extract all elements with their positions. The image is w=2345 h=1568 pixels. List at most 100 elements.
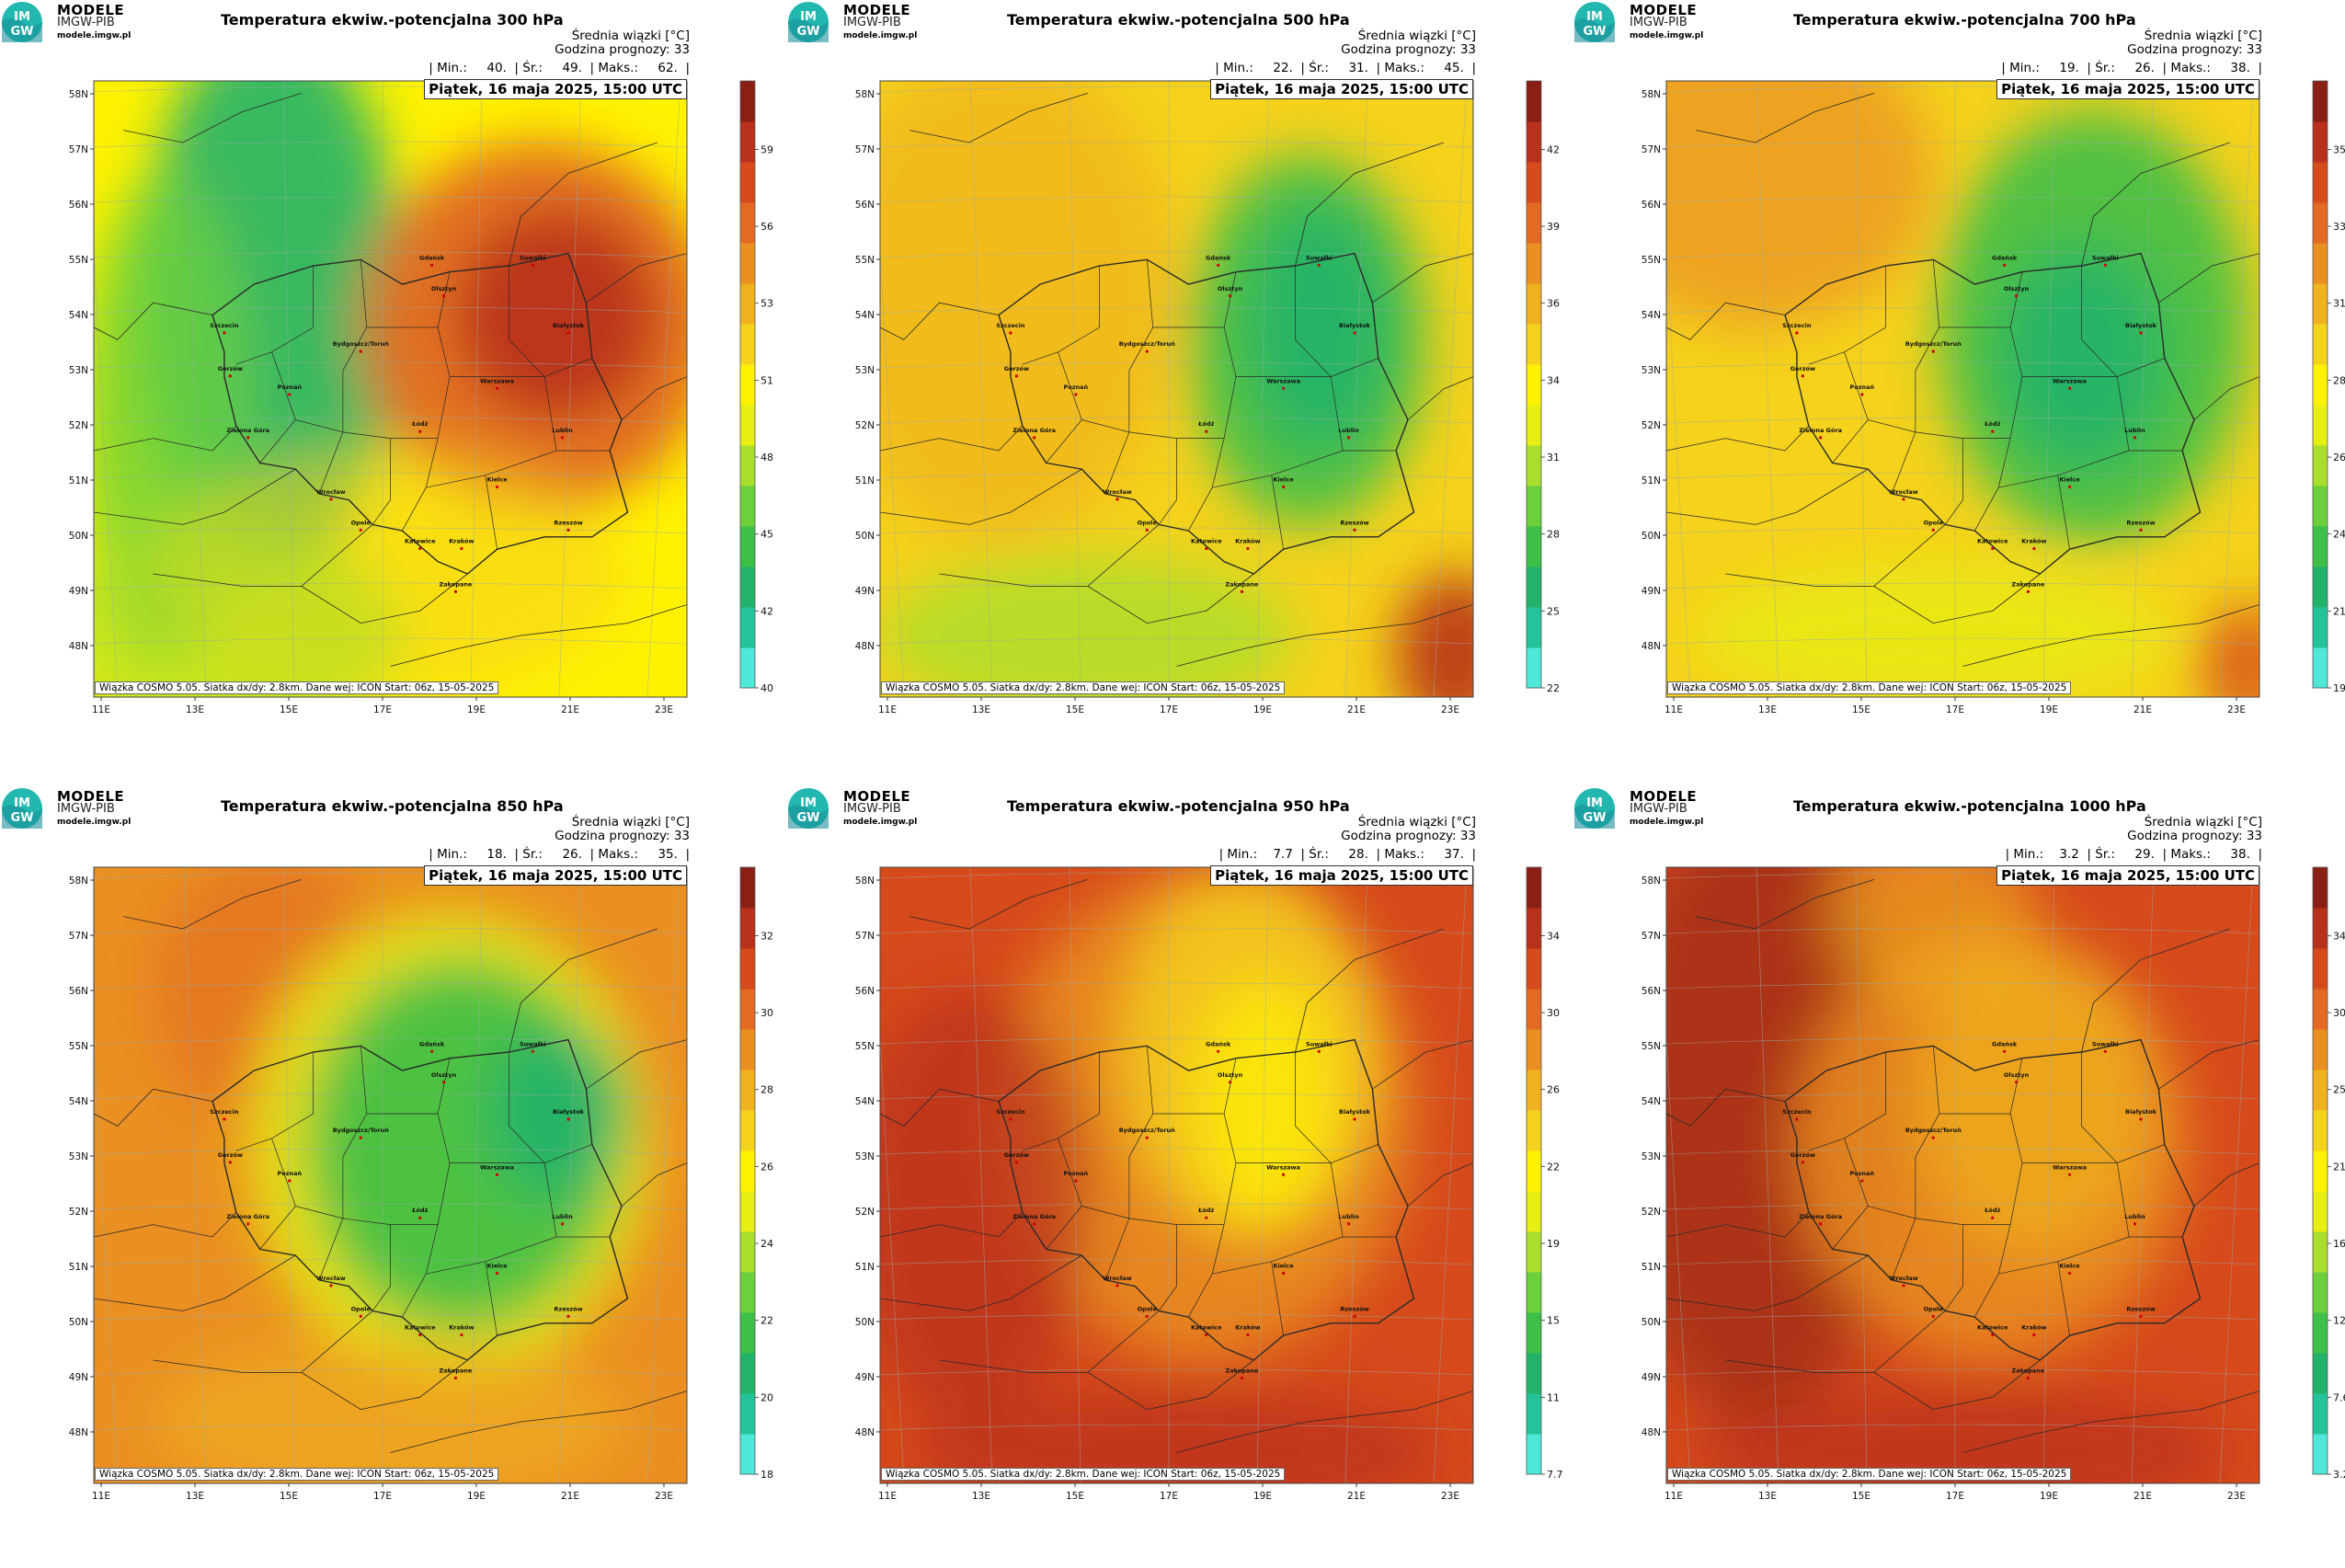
city-dot: [453, 589, 458, 594]
city-label: Lublin: [2124, 427, 2145, 434]
city-label: Zakopane: [440, 1367, 473, 1374]
cities: Gdańsk Olsztyn Suwałki Szczecin Białystok Byd…: [1782, 1040, 2157, 1379]
panel-title: Temperatura ekwiw.-potencjalna 1000 hPa: [1793, 797, 2146, 815]
city-dot: [2068, 1173, 2072, 1176]
city-dot: [2139, 528, 2143, 532]
lat-label: 49N: [1642, 1372, 1661, 1383]
borders: [880, 879, 1473, 1453]
ensemble-info: Średnia wiązki [°C] Godzina prognozy: 33: [2127, 29, 2262, 57]
lat-lon-grid: [1666, 81, 2259, 697]
colorbar-segment: [2313, 162, 2328, 183]
lat-label: 58N: [855, 89, 875, 100]
city-dot: [1074, 1179, 1078, 1183]
city-label: Gorzów: [1790, 1151, 1815, 1159]
colorbar-segment: [2313, 142, 2328, 163]
colorbar-segment: [1527, 243, 1541, 264]
colorbar-segment: [1527, 1211, 1541, 1232]
city-dot: [1205, 1216, 1208, 1219]
colorbar-segment: [2313, 1333, 2328, 1354]
ensemble-mean-label: Średnia wiązki [°C]: [571, 29, 690, 43]
colorbar-label: 28: [761, 1084, 773, 1096]
lon-label: 13E: [972, 1491, 990, 1502]
poland-border: [998, 1038, 1415, 1361]
city-dot: [1991, 1216, 1995, 1219]
lat-label: 48N: [69, 641, 88, 652]
colorbar-label: 42: [761, 605, 773, 617]
colorbar-segment: [1527, 928, 1541, 949]
forecast-hour-label: Godzina prognozy: 33: [1341, 829, 1476, 843]
colorbar-segment: [1527, 364, 1541, 385]
colorbar-segment: [740, 405, 755, 426]
ensemble-info: Średnia wiązki [°C] Godzina prognozy: 33: [555, 29, 690, 57]
colorbar-segment: [740, 1454, 755, 1475]
city-label: Poznań: [1850, 383, 1875, 391]
colorbar-segment: [740, 182, 755, 203]
city-dot: [2014, 1081, 2019, 1084]
lat-label: 51N: [855, 475, 875, 486]
city-label: Zakopane: [440, 580, 473, 588]
city-label: Gdańsk: [419, 1040, 445, 1047]
colorbar-segment: [2313, 1171, 2328, 1192]
lat-label: 58N: [855, 876, 875, 887]
colorbar-segment: [2313, 546, 2328, 567]
city-dot: [228, 1161, 232, 1164]
map-frame: [879, 80, 1474, 698]
city-dot: [1801, 374, 1804, 378]
colorbar-label: 53: [761, 298, 773, 310]
temperature-field: Gdańsk Olsztyn Suwałki Szczecin Białystok Byd…: [94, 867, 687, 1483]
colorbar-segment: [1527, 1434, 1541, 1455]
city-label: Rzeszów: [1340, 1305, 1368, 1312]
ensemble-mean-label: Średnia wiązki [°C]: [2144, 815, 2262, 830]
city-dot: [496, 1271, 499, 1276]
colorbar-segment: [740, 989, 755, 1010]
city-label: Katowice: [405, 538, 436, 545]
city-dot: [1246, 1333, 1250, 1337]
city-label: Opole: [1924, 519, 1944, 526]
panel-850hpa: IM GW MODELE IMGW-PIB modele.imgw.pl Temperat…: [0, 786, 782, 1568]
colorbar-label: 34: [1547, 374, 1560, 386]
colorbar-segment: [1527, 101, 1541, 122]
imgw-logo-icon: IMGW: [2, 2, 42, 42]
colorbar-segment: [1527, 607, 1541, 628]
colorbar-segment: [740, 303, 755, 325]
lon-label: 21E: [1347, 704, 1366, 715]
colorbar-label: 33: [2333, 221, 2345, 233]
colorbar-segment: [2313, 1454, 2328, 1475]
colorbar-segment: [1527, 989, 1541, 1010]
colorbar-segment: [740, 647, 755, 669]
lon-label: 11E: [1664, 1491, 1683, 1502]
city-dot: [460, 1333, 463, 1337]
colorbar-segment: [2313, 1353, 2328, 1374]
city-label: Gdańsk: [419, 254, 445, 261]
lat-label: 50N: [1642, 1317, 1661, 1328]
city-label: Warszawa: [2053, 377, 2087, 384]
city-label: Bydgoszcz/Toruń: [333, 340, 389, 348]
temperature-field: Gdańsk Olsztyn Suwałki Szczecin Białystok Byd…: [880, 81, 1473, 697]
colorbar-segment: [2313, 526, 2328, 547]
colorbar-segment: [2313, 627, 2328, 648]
city-label: Kraków: [449, 1324, 474, 1332]
city-dot: [430, 1049, 434, 1053]
city-label: Kraków: [2021, 538, 2046, 545]
colorbar-label: 24: [761, 1238, 773, 1250]
colorbar-segment: [1527, 506, 1541, 527]
colorbar-segment: [740, 867, 755, 888]
colorbar-segment: [740, 344, 755, 365]
ensemble-mean-label: Średnia wiązki [°C]: [571, 815, 690, 830]
colorbar-segment: [740, 364, 755, 385]
colorbar-segment: [1527, 1029, 1541, 1050]
colorbar-segment: [2313, 1090, 2328, 1111]
logo-sub: IMGW-PIB: [1630, 16, 1687, 29]
city-label: Gorzów: [1004, 365, 1029, 372]
city-dot: [2068, 386, 2072, 390]
colorbar-label: 3.2: [2333, 1469, 2345, 1481]
lat-label: 49N: [1642, 586, 1661, 597]
ensemble-mean-label: Średnia wiązki [°C]: [1357, 815, 1476, 830]
stats-line: | Min.: 22. | Śr.: 31. | Maks.: 45. |: [1215, 61, 1476, 75]
city-dot: [1317, 263, 1321, 267]
city-label: Zakopane: [1226, 580, 1259, 588]
lon-label: 19E: [2040, 1491, 2058, 1502]
logo-mark-top: IM: [1586, 796, 1603, 810]
colorbar: 7.7 11 15 19 22 26 30 34: [1526, 866, 1563, 1481]
city-label: Suwałki: [520, 1040, 546, 1047]
